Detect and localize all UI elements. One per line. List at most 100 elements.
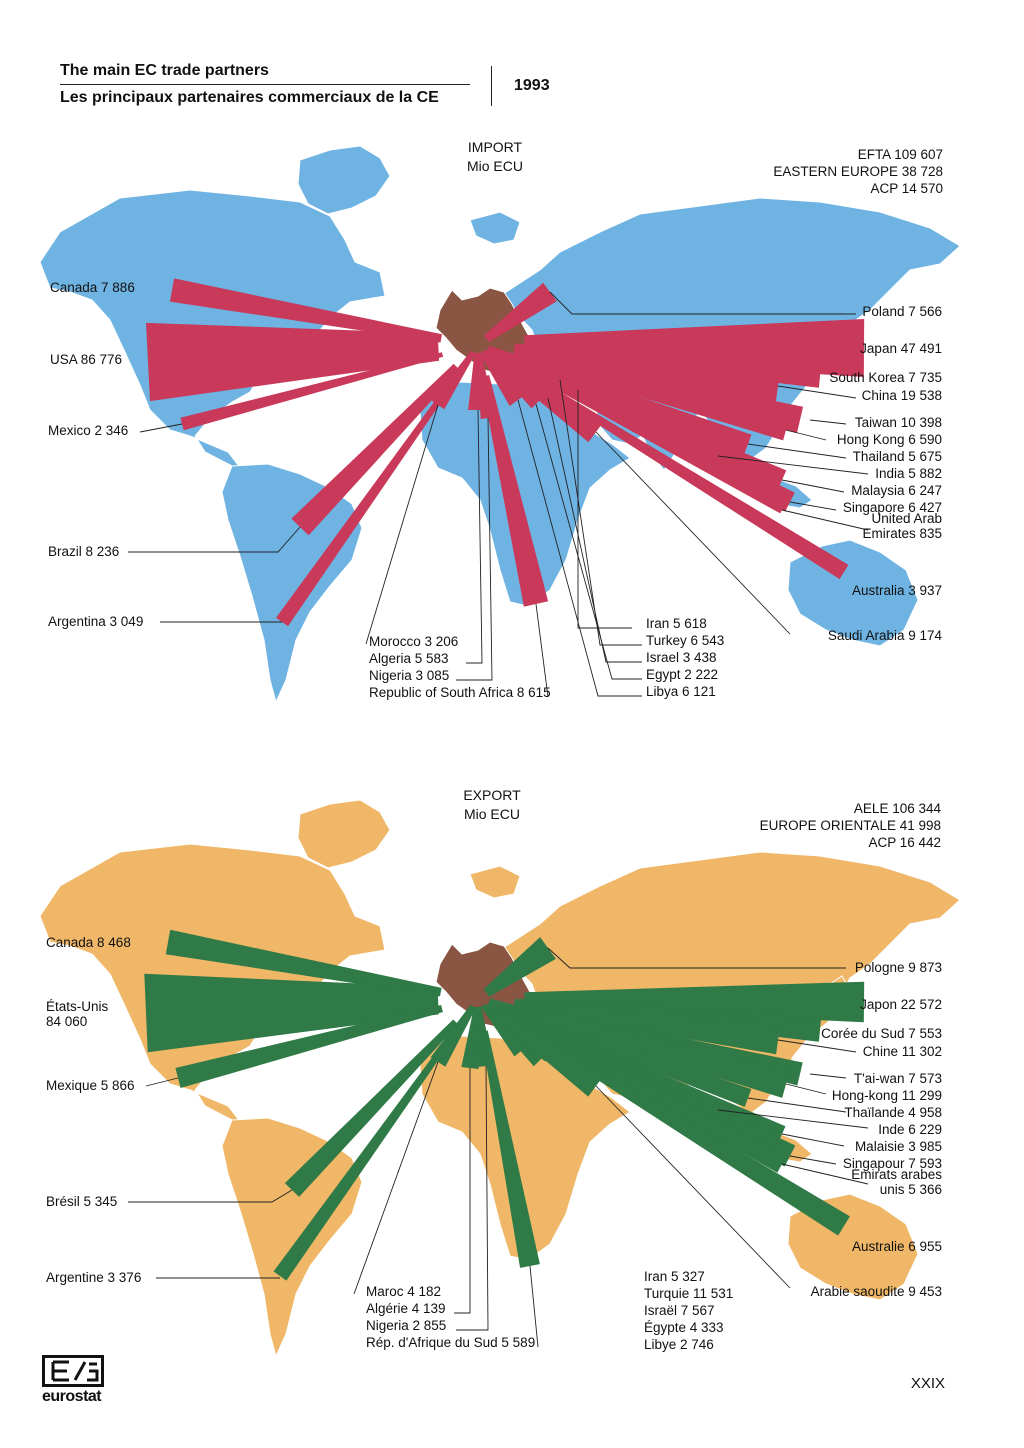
export-label-hong-kong: Hong-kong 11 299	[832, 1088, 942, 1103]
import-leader-line-turkey	[559, 379, 642, 646]
export-label-line: Nigeria 2 855	[366, 1318, 446, 1333]
import-label-canada: Canada 7 886	[50, 280, 135, 295]
export-label-bresil: Brésil 5 345	[46, 1194, 117, 1209]
export-leader-line-thailande	[747, 1097, 847, 1113]
export-label-nigeria: Nigeria 2 855	[366, 1318, 446, 1333]
export-label-argentine: Argentine 3 376	[46, 1270, 141, 1285]
export-leader-line-pologne	[547, 947, 846, 969]
import-label-line: Poland 7 566	[862, 304, 942, 319]
import-flow-bars	[146, 278, 865, 627]
eurostat-logo: eurostat	[42, 1355, 108, 1406]
export-leader-line-rep-d-afrique-du-sud	[529, 1265, 539, 1348]
export-label-line: Corée du Sud 7 553	[821, 1026, 942, 1041]
export-label-line: Canada 8 468	[46, 935, 131, 950]
import-leader-line-brazil	[128, 526, 301, 553]
import-flow-bar-brazil	[291, 363, 460, 536]
export-label-line: Argentine 3 376	[46, 1270, 141, 1285]
export-landmass	[297, 799, 391, 869]
import-bloc-acp: ACP 14 570	[870, 181, 943, 196]
title-block: The main EC trade partners Les principau…	[60, 62, 470, 107]
export-flow-bar-rep-d-afrique-du-sud	[480, 1030, 540, 1268]
export-label-line: 84 060	[46, 1014, 87, 1029]
export-label-line: Thaïlande 4 958	[844, 1105, 942, 1120]
import-label-line: Malaysia 6 247	[851, 483, 942, 498]
export-label-maroc: Maroc 4 182	[366, 1284, 441, 1299]
import-label-japan: Japan 47 491	[860, 341, 942, 356]
export-bloc-europe-orientale: EUROPE ORIENTALE 41 998	[759, 818, 941, 833]
page-number: XXIX	[910, 1375, 945, 1392]
import-flow-bar-saudi-arabia	[489, 351, 604, 443]
export-header-line2: Mio ECU	[463, 806, 520, 822]
import-leader-line-republic-of-south-africa	[535, 603, 549, 698]
import-flow-bar-singapore	[513, 360, 795, 512]
year-label: 1993	[514, 77, 550, 94]
import-leader-line-libya	[517, 399, 642, 697]
export-flow-bar-canada	[165, 929, 442, 997]
export-label-turquie: Turquie 11 531	[644, 1286, 733, 1301]
export-label-line: Maroc 4 182	[366, 1284, 441, 1299]
export-leader-line-emirats-arabes-unis	[781, 1163, 869, 1185]
import-label-hong-kong: Hong Kong 6 590	[837, 432, 942, 447]
title-english: The main EC trade partners	[60, 62, 470, 85]
import-flow-bar-poland	[484, 282, 557, 342]
import-label-malaysia: Malaysia 6 247	[851, 483, 942, 498]
export-leader-line-chine	[777, 1039, 857, 1053]
export-label-israel: Israël 7 567	[644, 1303, 715, 1318]
export-label-arabie-saoudite: Arabie saoudite 9 453	[811, 1284, 942, 1299]
import-label-china: China 19 538	[862, 388, 942, 403]
export-label-line: Turquie 11 531	[644, 1286, 733, 1301]
export-label-line: unis 5 366	[880, 1182, 942, 1197]
export-label-line: Hong-kong 11 299	[832, 1088, 942, 1103]
export-landmass	[469, 865, 521, 899]
import-label-line: USA 86 776	[50, 352, 122, 367]
export-label-t-ai-wan: T'ai-wan 7 573	[854, 1071, 942, 1086]
import-label-line: Japan 47 491	[860, 341, 942, 356]
import-label-line: South Korea 7 735	[829, 370, 942, 385]
title-divider	[491, 66, 492, 106]
import-header-line2: Mio ECU	[466, 158, 523, 174]
import-label-mexico: Mexico 2 346	[48, 423, 128, 438]
export-flow-map: Canada 8 468 États-Unis 84 060 Mexique 5 86…	[39, 799, 961, 1358]
import-flow-bar-united-arab-emirates	[513, 363, 784, 514]
export-label-line: Israël 7 567	[644, 1303, 715, 1318]
import-label-algeria: Algeria 5 583	[369, 651, 449, 666]
export-label-rep-d-afrique-du-sud: Rép. d'Afrique du Sud 5 589	[366, 1335, 535, 1350]
import-label-line: Libya 6 121	[646, 684, 716, 699]
import-label-israel: Israel 3 438	[646, 650, 717, 665]
export-flow-bar-libye	[481, 1003, 526, 1057]
export-label-coree-du-sud: Corée du Sud 7 553	[821, 1026, 942, 1041]
export-leader-line-t-ai-wan	[809, 1073, 847, 1079]
import-leader-line-singapore	[789, 501, 837, 511]
import-landmass	[297, 145, 391, 215]
import-label-line: Thailand 5 675	[853, 449, 942, 464]
import-flow-bar-mexico	[180, 352, 444, 431]
import-label-republic-of-south-africa: Republic of South Africa 8 615	[369, 685, 551, 700]
export-leader-line-hong-kong	[785, 1083, 827, 1095]
import-leader-line-israel	[547, 397, 642, 663]
export-label-thailande: Thaïlande 4 958	[844, 1105, 942, 1120]
import-landmass	[469, 211, 521, 245]
export-leader-line-nigeria	[456, 1065, 489, 1331]
import-leader-line-taiwan	[809, 419, 847, 425]
import-flow-bar-morocco	[431, 350, 476, 410]
export-label-line: Chine 11 302	[863, 1044, 942, 1059]
export-label-line: États-Unis	[46, 999, 109, 1014]
import-leader-lines	[128, 291, 869, 698]
export-label-etats-unis: États-Unis 84 060	[46, 999, 109, 1029]
import-label-line: Republic of South Africa 8 615	[369, 685, 551, 700]
export-flow-bar-mexique	[175, 1005, 443, 1088]
export-label-line: Mexique 5 866	[46, 1078, 135, 1093]
export-label-egypte: Égypte 4 333	[644, 1320, 724, 1335]
import-label-line: Australia 3 937	[852, 583, 942, 598]
import-label-singapore: Singapore 6 427	[843, 500, 942, 515]
import-bloc-totals: EFTA 109 607 EASTERN EUROPE 38 728 ACP 1…	[683, 146, 943, 197]
export-partner-labels: Canada 8 468 États-Unis 84 060 Mexique 5 86…	[46, 935, 942, 1352]
import-label-line: Israel 3 438	[646, 650, 717, 665]
import-leader-line-saudi-arabia	[595, 431, 791, 635]
export-label-line: Émirats arabes	[851, 1167, 942, 1182]
import-label-line: Argentina 3 049	[48, 614, 143, 629]
import-label-poland: Poland 7 566	[862, 304, 942, 319]
import-leader-line-china	[777, 385, 857, 399]
import-leader-line-hong-kong	[785, 429, 827, 441]
import-leader-line-india	[717, 455, 869, 475]
